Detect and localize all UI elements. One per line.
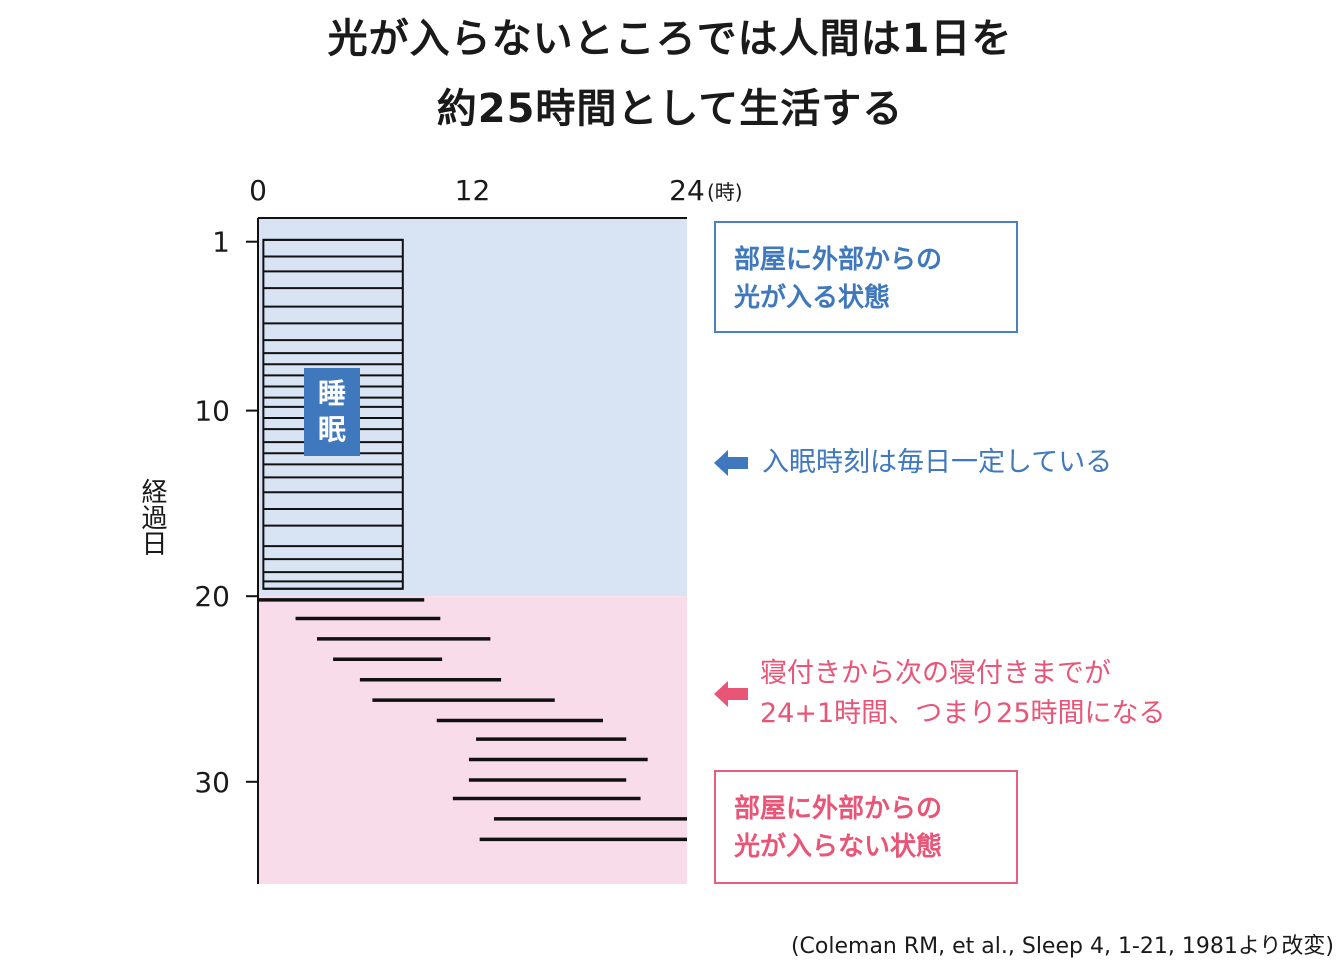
dark-condition-line-2: 光が入らない状態 [734,832,943,862]
y-tick-label: 10 [194,395,230,428]
left-arrow-icon [714,681,748,707]
chart-title-line-2: 約25時間として生活する [436,86,904,132]
dark-note: 寝付きから次の寝付きまでが 24+1時間、つまり25時間になる [760,654,1166,734]
y-ticks: 1 10 20 30 [194,226,258,799]
dark-condition-line-1: 部屋に外部からの [734,794,943,824]
x-tick-label: 12 [455,174,491,207]
light-note: 入眠時刻は毎日一定している [762,447,1113,478]
sleep-label-char-1: 睡 [317,377,346,410]
light-condition-box: 部屋に外部からの 光が入る状態 [714,221,1018,333]
x-tick-labels: 0 12 24 [249,174,705,207]
sleep-label-char-2: 眠 [317,413,346,446]
light-condition-line-2: 光が入る状態 [734,283,891,313]
left-arrow-icon [714,450,748,476]
sleep-label: 睡 眠 [304,368,360,456]
y-tick-label: 30 [194,766,230,799]
y-axis-label: 経過日 [137,478,167,556]
x-axis-unit: (時) [707,180,743,204]
light-condition-line-1: 部屋に外部からの [734,245,943,275]
y-tick-label: 20 [194,580,230,613]
sleep-rows-dark [258,598,687,842]
y-tick-label: 1 [212,226,230,259]
dark-note-line-2: 24+1時間、つまり25時間になる [760,698,1166,729]
dark-condition-box: 部屋に外部からの 光が入らない状態 [714,770,1018,884]
dark-note-line-1: 寝付きから次の寝付きまでが [760,658,1111,689]
x-tick-label: 0 [249,174,267,207]
source-citation: (Coleman RM, et al., Sleep 4, 1-21, 1981… [790,934,1334,959]
chart-title-line-1: 光が入らないところでは人間は1日を [327,16,1013,62]
x-tick-label: 24 [669,174,705,207]
